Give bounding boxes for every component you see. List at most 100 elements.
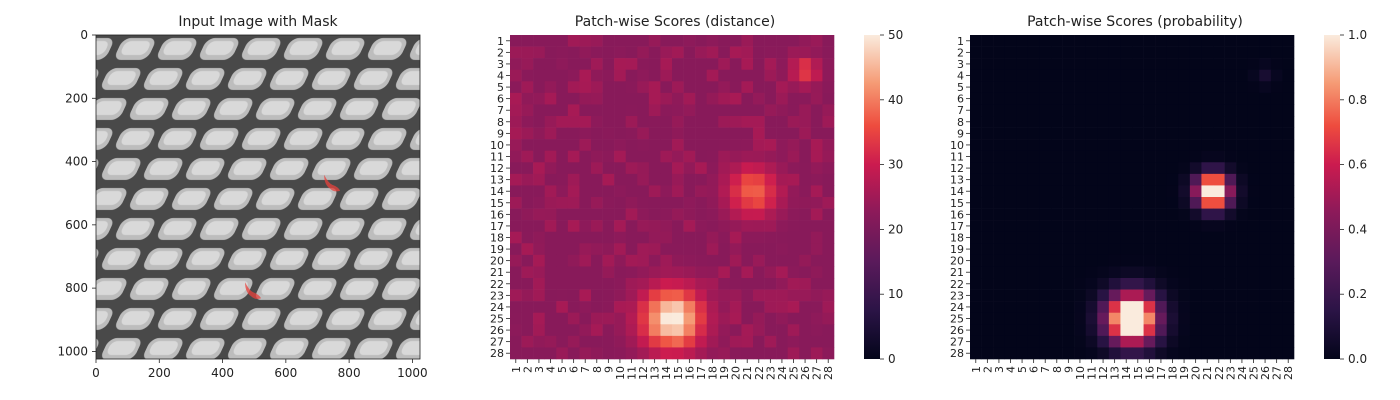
heatmap-cell (683, 231, 696, 244)
heatmap-cell (510, 208, 522, 221)
heatmap-cell (1259, 162, 1272, 175)
heatmap-cell (579, 35, 592, 47)
heatmap-cell (591, 116, 603, 128)
heatmap-cell (1224, 278, 1237, 290)
heatmap-cell (1016, 266, 1029, 279)
heatmap-cell (1201, 104, 1214, 117)
heatmap-cell (993, 231, 1006, 244)
heatmap-cell (1178, 92, 1191, 105)
heatmap-cell (510, 278, 522, 290)
heatmap-cell (764, 116, 777, 128)
heatmap-cell (625, 231, 638, 244)
heatmap-cell (510, 324, 522, 337)
heatmap-cell (1143, 197, 1156, 209)
heatmap-cell (1178, 312, 1191, 325)
heatmap-cell (1062, 162, 1075, 175)
y-tick-label: 14 (490, 185, 504, 198)
heatmap-cell (776, 35, 789, 47)
heatmap-cell (822, 197, 835, 209)
heatmap-cell (764, 289, 777, 302)
heatmap-cell (544, 301, 557, 314)
heatmap-cell (1224, 116, 1237, 128)
heatmap-cell (544, 162, 557, 175)
heatmap-cell (787, 116, 800, 128)
heatmap-cell (614, 254, 627, 267)
heatmap-cell (660, 231, 673, 244)
heatmap-cell (1132, 69, 1144, 82)
heatmap-cell (1247, 231, 1260, 244)
heatmap-cell (822, 324, 835, 337)
heatmap-cell (706, 208, 719, 221)
heatmap-cell (591, 58, 603, 71)
heatmap-cell (1108, 220, 1121, 233)
y-tick-label: 4 (497, 70, 504, 83)
heatmap-cell (695, 173, 708, 186)
heatmap-cell (672, 220, 684, 233)
heatmap-cell (648, 289, 661, 302)
heatmap-cell (1132, 312, 1144, 325)
heatmap-cell (776, 266, 789, 279)
y-tick-label: 6 (957, 93, 964, 106)
heatmap-cell (706, 150, 719, 163)
heatmap-cell (1201, 266, 1214, 279)
heatmap-cell (970, 266, 982, 279)
panel-probability-heatmap: Patch-wise Scores (probability) 11223344… (950, 14, 1367, 380)
heatmap-cell (1189, 81, 1202, 94)
heatmap-cell (1143, 104, 1156, 117)
heatmap-cell (672, 58, 684, 71)
heatmap-cell (695, 289, 708, 302)
heatmap-cell (1178, 231, 1191, 244)
heatmap-cell (648, 92, 661, 105)
heatmap-cell (1097, 289, 1110, 302)
y-tick-label: 10 (950, 139, 964, 152)
heatmap-cell (591, 162, 603, 175)
heatmap-cell (706, 69, 719, 82)
image-frame (95, 34, 421, 360)
heatmap-cell (1236, 139, 1249, 152)
y-tick-label: 16 (950, 208, 964, 221)
heatmap-cell (981, 173, 994, 186)
heatmap-cell (1097, 81, 1110, 94)
heatmap-cell (1039, 58, 1052, 71)
heatmap-cell (993, 162, 1006, 175)
heatmap-cell (1085, 35, 1098, 47)
heatmap-cell (787, 278, 800, 290)
heatmap-cell (776, 335, 789, 348)
x-tick-label: 28 (822, 366, 835, 380)
heatmap-cell (683, 150, 696, 163)
heatmap-cell (1189, 266, 1202, 279)
heatmap-cell (533, 58, 546, 71)
heatmap-cell (981, 312, 994, 325)
colorbar-tick-label: 10 (888, 287, 903, 301)
heatmap-cell (822, 69, 835, 82)
heatmap-cell (822, 220, 835, 233)
heatmap-cell (614, 116, 627, 128)
heatmap-cell (776, 104, 789, 117)
heatmap-cell (970, 139, 982, 152)
heatmap-cell (981, 69, 994, 82)
colorbar-tick-label: 0 (888, 352, 896, 366)
heatmap-cell (1027, 266, 1040, 279)
heatmap-cell (822, 162, 835, 175)
heatmap-cell (764, 173, 777, 186)
heatmap-cell (764, 335, 777, 348)
distance-heatmap-cells (510, 35, 835, 360)
heatmap-cell (753, 335, 765, 348)
heatmap-cell (1259, 173, 1272, 186)
heatmap-cell (787, 312, 800, 325)
heatmap-cell (1051, 35, 1063, 47)
x-tick-label: 8 (591, 366, 604, 373)
heatmap-cell (1213, 58, 1225, 71)
heatmap-cell (1155, 162, 1168, 175)
heatmap-cell (1282, 347, 1295, 360)
heatmap-cell (753, 81, 765, 94)
heatmap-cell (660, 312, 673, 325)
heatmap-cell (695, 46, 708, 59)
heatmap-cell (1074, 127, 1087, 140)
heatmap-cell (741, 46, 754, 59)
heatmap-cell (1247, 81, 1260, 94)
heatmap-cell (1282, 208, 1295, 221)
heatmap-cell (1236, 231, 1249, 244)
panel-input-image: Input Image with Mask 0 200 400 600 800 10000… (57, 14, 427, 380)
